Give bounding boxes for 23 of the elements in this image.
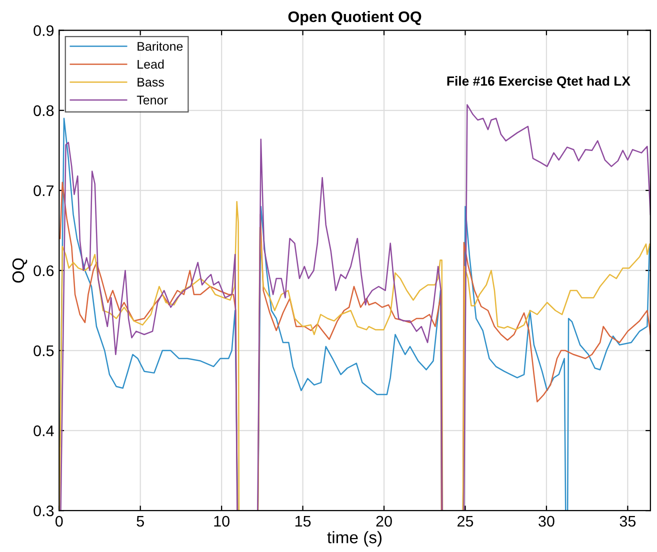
legend-label: Lead xyxy=(138,60,164,69)
x-tick-label: 5 xyxy=(136,516,144,527)
annotation: File #16 Exercise Qtet had LX xyxy=(447,76,630,88)
y-tick-label: 0.3 xyxy=(34,505,54,516)
y-tick-label: 0.8 xyxy=(34,105,54,116)
x-tick-label: 0 xyxy=(55,516,63,527)
y-axis-title: OQ xyxy=(12,258,28,283)
x-tick-label: 25 xyxy=(458,516,474,527)
x-tick-label: 30 xyxy=(538,516,554,527)
legend-label: Baritone xyxy=(138,42,183,51)
legend-label: Tenor xyxy=(136,96,168,104)
x-tick-label: 35 xyxy=(620,516,636,527)
y-tick-label: 0.4 xyxy=(34,425,54,436)
x-tick-label: 15 xyxy=(295,516,311,527)
y-tick-label: 0.7 xyxy=(34,185,54,196)
x-axis-title: time (s) xyxy=(327,531,382,547)
x-tick-label: 20 xyxy=(376,516,392,527)
chart-title: Open Quotient OQ xyxy=(288,10,422,26)
y-tick-label: 0.5 xyxy=(34,345,54,356)
y-tick-label: 0.9 xyxy=(34,25,54,36)
x-tick-label: 10 xyxy=(214,516,230,527)
legend-label: Bass xyxy=(138,78,164,87)
y-tick-label: 0.6 xyxy=(34,265,54,276)
